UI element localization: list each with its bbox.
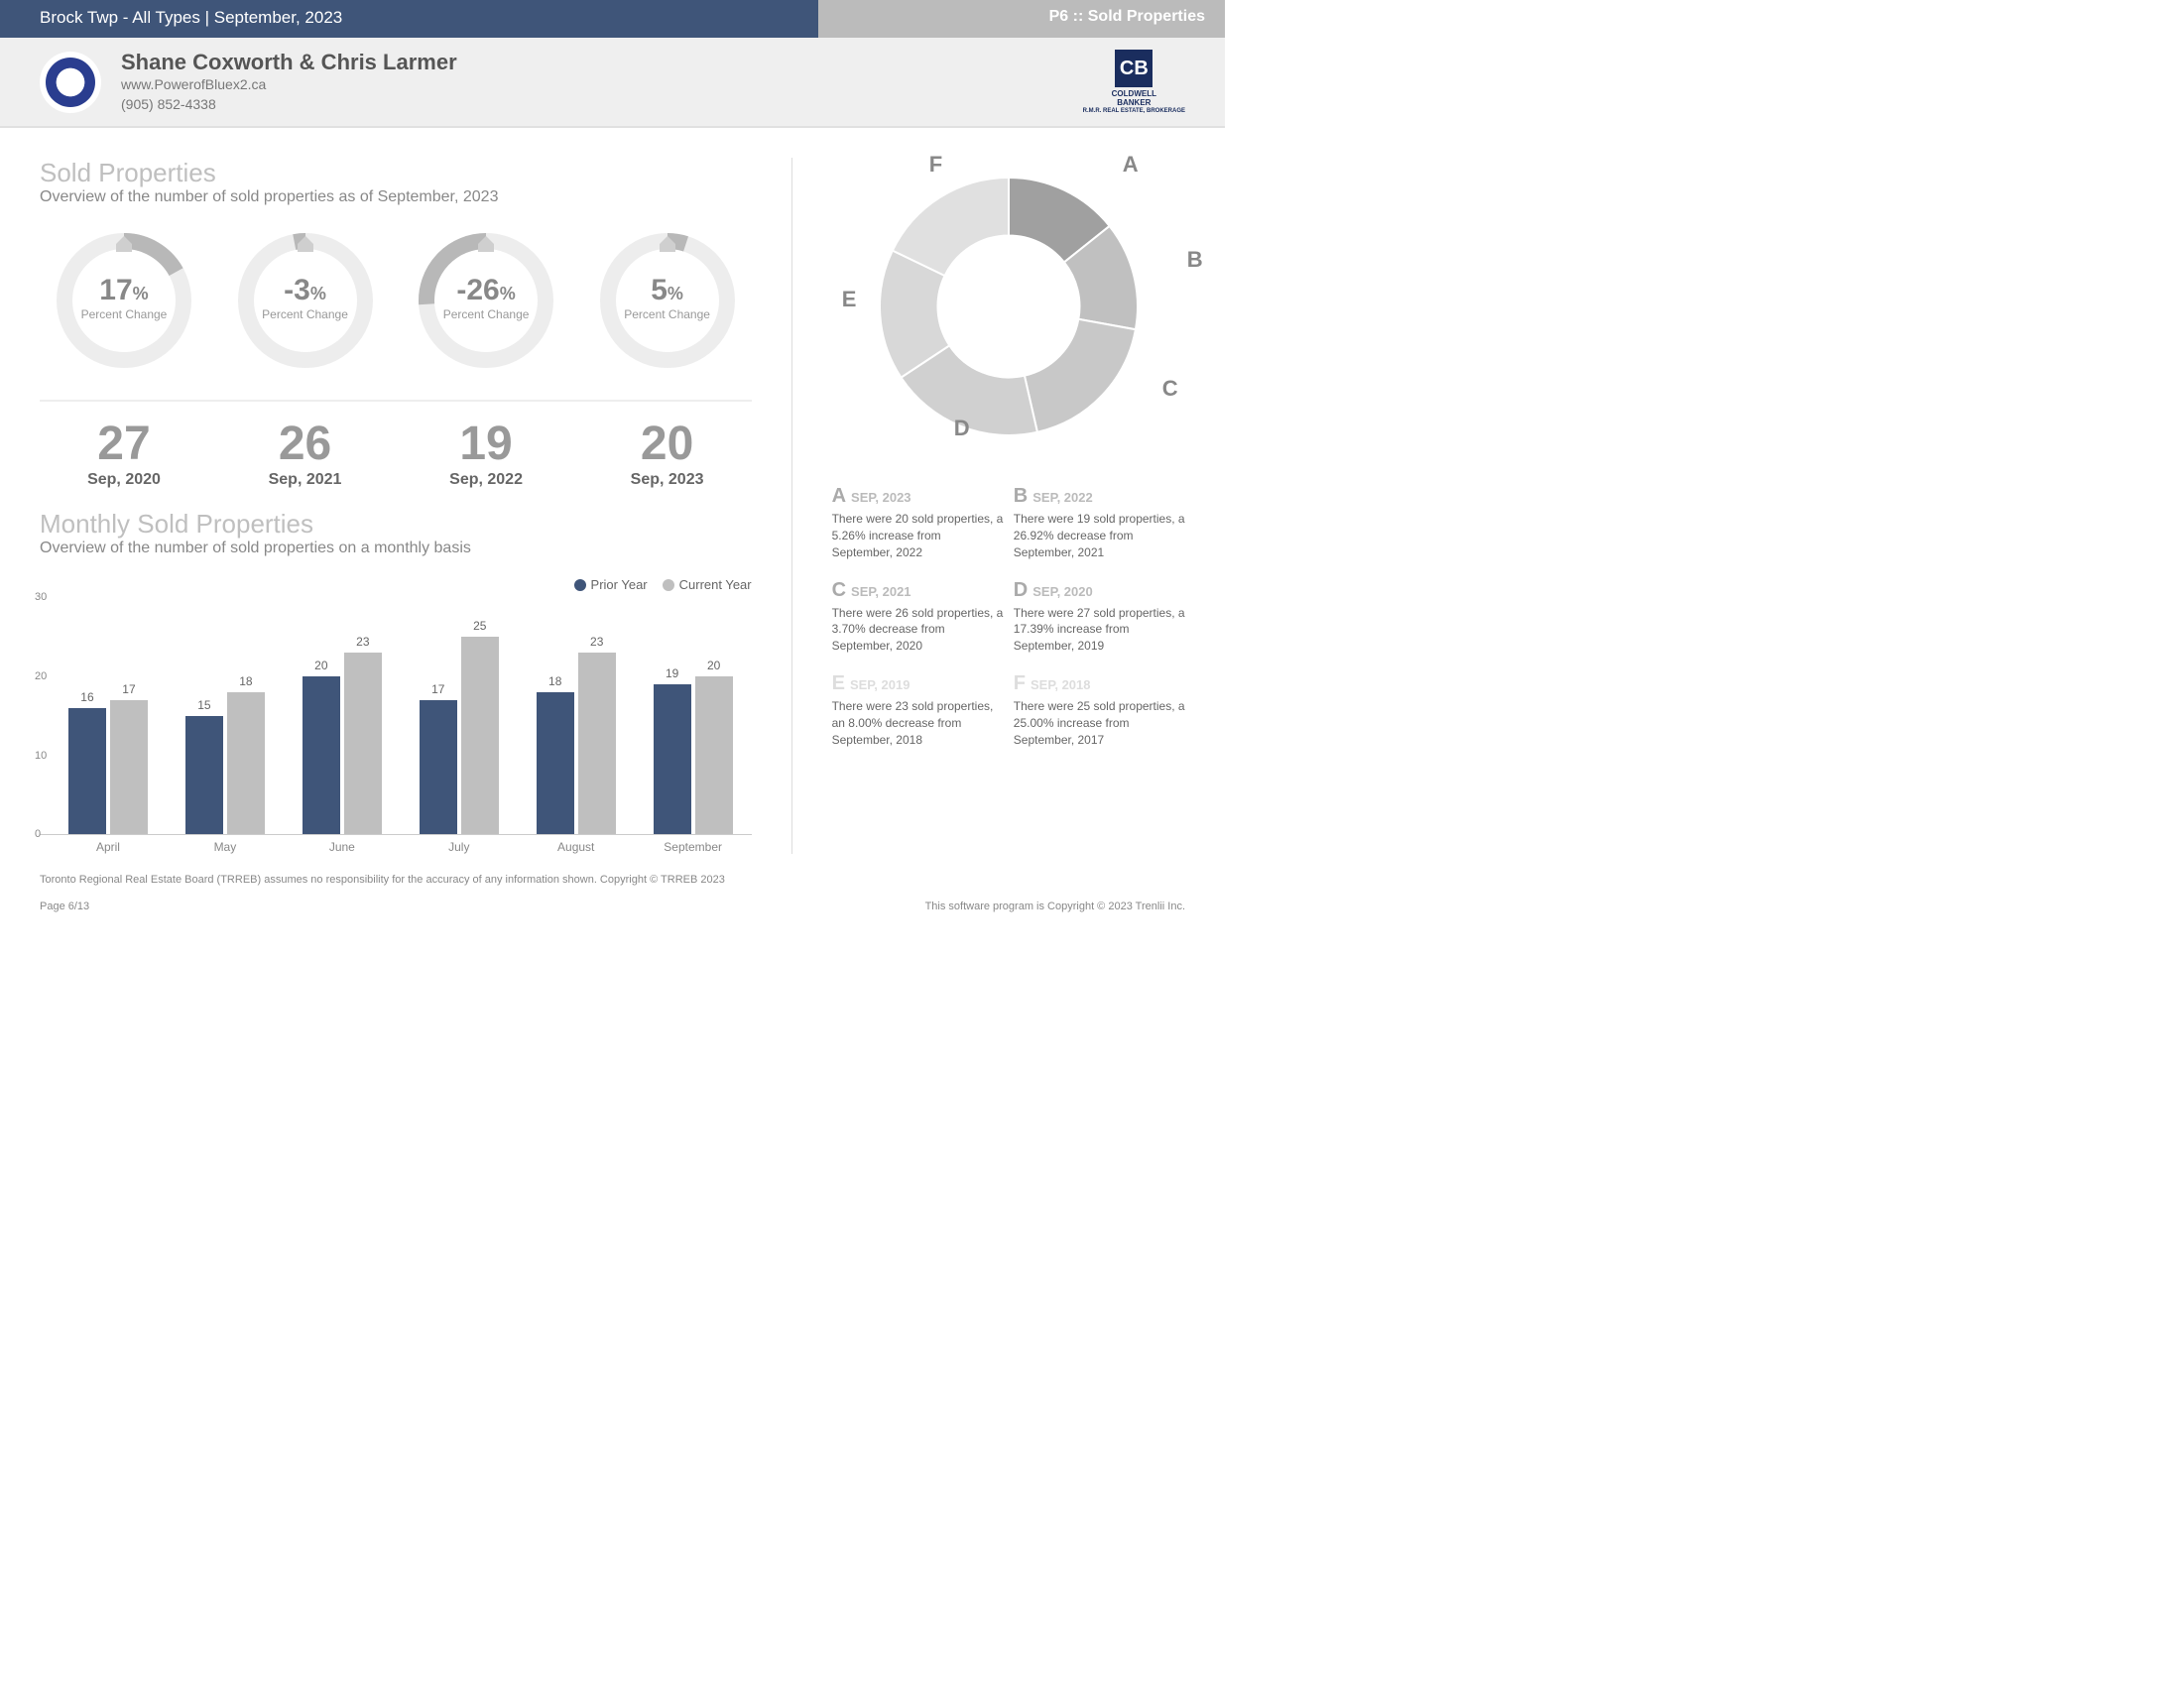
agent-phone: (905) 852-4338 <box>121 95 1083 115</box>
donut-legend: ASEP, 2023There were 20 sold properties,… <box>832 485 1185 748</box>
gauges-row: 17% Percent Change -3% Percent Change -2… <box>40 226 752 402</box>
year-item: 27Sep, 2020 <box>40 417 208 489</box>
agent-name: Shane Coxworth & Chris Larmer <box>121 50 1083 75</box>
gauge: -3% Percent Change <box>221 226 390 380</box>
donut-label: E <box>842 287 857 312</box>
donut-label: D <box>954 416 970 441</box>
monthly-chart: Monthly Sold Properties Overview of the … <box>40 509 752 854</box>
gauge: 17% Percent Change <box>40 226 208 380</box>
topbar-title: Brock Twp - All Types | September, 2023 <box>0 0 818 38</box>
donut-legend-entry: DSEP, 2020There were 27 sold properties,… <box>1014 579 1185 655</box>
year-item: 26Sep, 2021 <box>221 417 390 489</box>
donut-chart: ABCDEF <box>860 158 1157 455</box>
bar-group: 18 23 <box>532 597 621 834</box>
bar-group: 20 23 <box>298 597 387 834</box>
agent-website: www.PowerofBluex2.ca <box>121 75 1083 95</box>
year-item: 20Sep, 2023 <box>583 417 752 489</box>
gauge: 5% Percent Change <box>583 226 752 380</box>
bar-group: 17 25 <box>415 597 504 834</box>
donut-legend-entry: FSEP, 2018There were 25 sold properties,… <box>1014 672 1185 748</box>
header: Shane Coxworth & Chris Larmer www.Powero… <box>0 38 1225 128</box>
donut-label: C <box>1162 376 1178 402</box>
year-item: 19Sep, 2022 <box>402 417 570 489</box>
donut-legend-entry: ESEP, 2019There were 23 sold properties,… <box>832 672 1004 748</box>
monthly-subtitle: Overview of the number of sold propertie… <box>40 540 752 557</box>
sold-title: Sold Properties <box>40 158 752 188</box>
page-number: Page 6/13 <box>40 901 89 912</box>
topbar-page: P6 :: Sold Properties <box>818 0 1225 38</box>
topbar: Brock Twp - All Types | September, 2023 … <box>0 0 1225 38</box>
footer: Toronto Regional Real Estate Board (TRRE… <box>0 864 1225 932</box>
chart-legend: Prior Year Current Year <box>40 577 752 592</box>
donut-legend-entry: BSEP, 2022There were 19 sold properties,… <box>1014 485 1185 560</box>
year-row: 27Sep, 202026Sep, 202119Sep, 202220Sep, … <box>40 402 752 489</box>
gauge: -26% Percent Change <box>402 226 570 380</box>
sold-subtitle: Overview of the number of sold propertie… <box>40 188 752 206</box>
coldwell-banker-logo: CB COLDWELL BANKER R.M.R. REAL ESTATE, B… <box>1083 50 1185 114</box>
donut-label: A <box>1123 152 1139 178</box>
copyright: This software program is Copyright © 202… <box>925 901 1185 912</box>
donut-label: B <box>1187 247 1203 273</box>
bar-group: 19 20 <box>649 597 738 834</box>
monthly-title: Monthly Sold Properties <box>40 509 752 540</box>
agent-info: Shane Coxworth & Chris Larmer www.Powero… <box>121 50 1083 114</box>
bar-group: 16 17 <box>63 597 153 834</box>
donut-label: F <box>929 152 942 178</box>
donut-legend-entry: ASEP, 2023There were 20 sold properties,… <box>832 485 1004 560</box>
donut-legend-entry: CSEP, 2021There were 26 sold properties,… <box>832 579 1004 655</box>
agent-logo <box>40 52 101 113</box>
disclaimer: Toronto Regional Real Estate Board (TRRE… <box>40 874 1185 886</box>
bar-group: 15 18 <box>181 597 270 834</box>
